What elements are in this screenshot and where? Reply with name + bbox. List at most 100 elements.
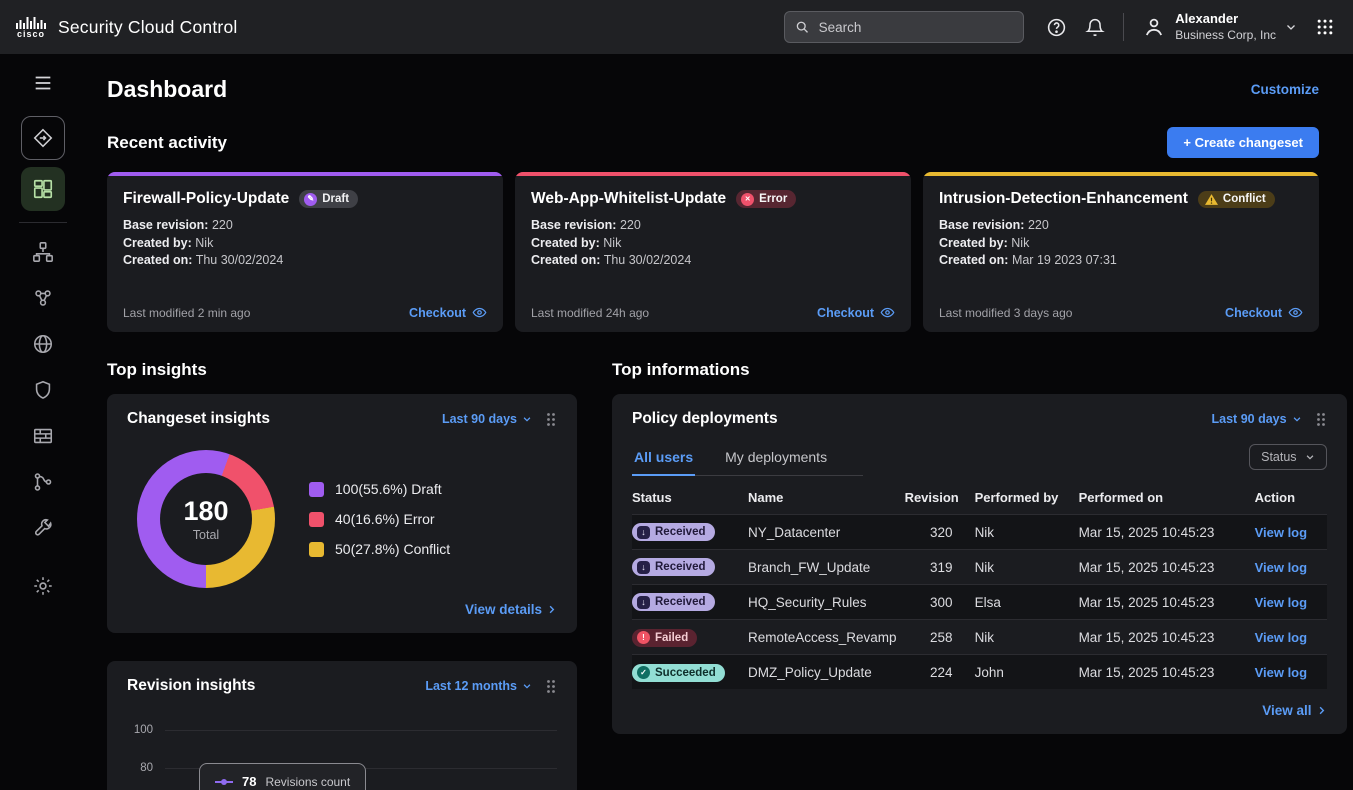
top-actions: Alexander Business Corp, Inc: [1046, 11, 1335, 42]
period-dropdown[interactable]: Last 12 months: [425, 679, 532, 693]
brand: cisco Security Cloud Control: [16, 16, 237, 39]
view-log-link[interactable]: View log: [1254, 629, 1308, 645]
page-title: Dashboard: [107, 76, 228, 102]
sidebar-item-dashboard[interactable]: [20, 167, 65, 211]
tab-all-users[interactable]: All users: [632, 449, 696, 476]
sidebar-item-topology[interactable]: [21, 239, 65, 265]
cisco-logo-text: cisco: [16, 28, 45, 39]
changeset-card-error[interactable]: Web-App-Whitelist-Update ✕ Error Base re…: [515, 172, 911, 332]
gear-icon: [33, 577, 52, 595]
top-informations-heading: Top informations: [612, 360, 750, 379]
last-modified: Last modified 2 min ago: [123, 305, 251, 320]
status-filter-dropdown[interactable]: Status: [1249, 444, 1327, 470]
user-org: Business Corp, Inc: [1175, 27, 1276, 42]
changeset-card-draft[interactable]: Firewall-Policy-Update ✎ Draft Base revi…: [107, 172, 503, 332]
view-details-link[interactable]: View details: [465, 602, 557, 617]
top-bar: cisco Security Cloud Control Alexander: [0, 0, 1353, 54]
changeset-card-conflict[interactable]: Intrusion-Detection-Enhancement Conflict…: [923, 172, 1319, 332]
table-header: Status Name Revision Performed by Perfor…: [632, 490, 1296, 505]
app-title: Security Cloud Control: [58, 16, 238, 37]
donut-total: 180: [183, 496, 229, 526]
notifications-button[interactable]: [1085, 17, 1106, 38]
card-accent: [515, 172, 911, 176]
sidebar-item-changesets[interactable]: [20, 116, 65, 160]
view-all-link[interactable]: View all: [1262, 703, 1326, 718]
last-modified: Last modified 3 days ago: [939, 305, 1073, 320]
revision-insights-title: Revision insights: [127, 677, 256, 694]
status-badge-received: ↓ Received: [632, 593, 715, 612]
card-title: Web-App-Whitelist-Update: [531, 190, 727, 207]
donut-legend: 100(55.6%) Draft 40(16.6%) Error 50(27.8…: [309, 481, 450, 557]
chevron-down-icon: [1293, 417, 1300, 422]
apps-grid-icon: [1317, 19, 1333, 35]
legend-item-conflict: 50(27.8%) Conflict: [309, 541, 450, 557]
drag-handle-icon[interactable]: [545, 679, 557, 694]
view-log-link[interactable]: View log: [1254, 594, 1308, 610]
period-dropdown[interactable]: Last 90 days: [1212, 412, 1302, 426]
status-badge-failed: ! Failed: [632, 628, 698, 647]
create-changeset-button[interactable]: + Create changeset: [1167, 127, 1319, 158]
period-dropdown[interactable]: Last 90 days: [442, 412, 532, 426]
changeset-insights-title: Changeset insights: [127, 410, 270, 427]
chevron-down-icon: [523, 417, 531, 422]
user-avatar-icon: [1146, 18, 1163, 36]
sidebar-item-settings[interactable]: [21, 573, 65, 599]
legend-item-error: 40(16.6%) Error: [309, 511, 450, 527]
warning-icon: [1204, 193, 1218, 205]
header-divider: [1123, 13, 1125, 41]
menu-toggle-button[interactable]: [21, 70, 65, 96]
search-icon: [797, 21, 809, 33]
view-log-link[interactable]: View log: [1254, 524, 1308, 540]
table-row[interactable]: ↓ Received HQ_Security_Rules 300 Elsa Mar…: [632, 584, 1327, 619]
checkout-link[interactable]: Checkout: [817, 305, 895, 320]
changeset-insights-card: Changeset insights Last 90 days: [107, 394, 577, 633]
search-box[interactable]: [784, 11, 1025, 43]
app-switcher-button[interactable]: [1315, 17, 1335, 37]
view-log-link[interactable]: View log: [1254, 559, 1308, 575]
top-informations-column: Top informations Policy deployments Last…: [612, 360, 1347, 734]
deployments-table: Status Name Revision Performed by Perfor…: [632, 476, 1327, 689]
help-button[interactable]: [1046, 17, 1067, 38]
failed-icon: !: [637, 631, 650, 644]
sidebar-item-firewall[interactable]: [21, 423, 65, 449]
card-title: Intrusion-Detection-Enhancement: [939, 190, 1188, 207]
legend-item-draft: 100(55.6%) Draft: [309, 481, 450, 497]
table-row[interactable]: ↓ Received Branch_FW_Update 319 Nik Mar 1…: [632, 549, 1327, 584]
topology-icon: [32, 242, 53, 262]
table-row[interactable]: ✓ Succeeded DMZ_Policy_Update 224 John Ma…: [632, 654, 1327, 689]
sidebar-item-tools[interactable]: [21, 515, 65, 541]
status-badge-succeeded: ✓ Succeeded: [632, 663, 725, 682]
cisco-logo: cisco: [16, 16, 46, 39]
sidebar-item-security[interactable]: [21, 377, 65, 403]
sidebar-item-objects[interactable]: [21, 285, 65, 311]
checkout-link[interactable]: Checkout: [409, 305, 487, 320]
chevron-down-icon: [523, 684, 531, 689]
table-row[interactable]: ! Failed RemoteAccess_Revamp 258 Nik Mar …: [632, 619, 1327, 654]
customize-link[interactable]: Customize: [1250, 82, 1319, 97]
checkout-link[interactable]: Checkout: [1225, 305, 1303, 320]
sidebar-item-network[interactable]: [21, 331, 65, 357]
left-sidebar: [0, 54, 85, 790]
changeset-donut-chart: 180 Total: [137, 450, 275, 588]
search-input[interactable]: [818, 19, 1014, 35]
eye-icon: [472, 307, 487, 318]
table-row[interactable]: ↓ Received NY_Datacenter 320 Nik Mar 15, …: [632, 514, 1327, 549]
card-accent: [107, 172, 503, 176]
changeset-icon: [33, 128, 52, 148]
chevron-right-icon: [549, 605, 555, 614]
sidebar-item-deployments[interactable]: [21, 469, 65, 495]
drag-handle-icon[interactable]: [1315, 412, 1327, 427]
drag-handle-icon[interactable]: [545, 412, 557, 427]
status-badge-error: ✕ Error: [736, 190, 797, 208]
shield-icon: [35, 380, 50, 399]
gridline: [165, 729, 557, 731]
status-badge-received: ↓ Received: [632, 558, 715, 577]
user-menu[interactable]: Alexander Business Corp, Inc: [1142, 11, 1297, 42]
tab-my-deployments[interactable]: My deployments: [725, 449, 828, 465]
eye-icon: [1288, 307, 1303, 318]
deployment-icon: [34, 473, 51, 491]
series-marker-icon: [215, 778, 233, 785]
y-axis-tick: 100: [133, 724, 153, 736]
succeeded-icon: ✓: [637, 666, 650, 679]
view-log-link[interactable]: View log: [1254, 664, 1308, 680]
